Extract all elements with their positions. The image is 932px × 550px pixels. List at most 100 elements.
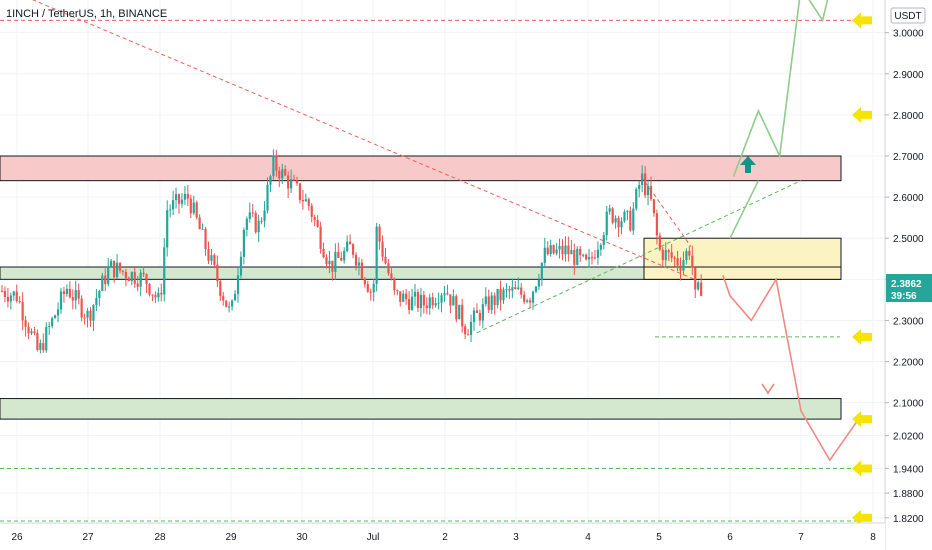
candle-body xyxy=(30,331,33,334)
candle-body xyxy=(195,202,198,218)
candle-body xyxy=(452,296,455,306)
candle-body xyxy=(337,252,340,258)
candle-body xyxy=(481,304,484,321)
price-tick-label: 2.2000 xyxy=(893,358,924,369)
candle-body xyxy=(95,298,98,306)
candle-body xyxy=(269,176,272,185)
candle-body xyxy=(688,250,691,256)
candle-body xyxy=(555,249,558,254)
candle-body xyxy=(21,301,24,321)
candle-body xyxy=(632,208,635,231)
projection-arrowhead xyxy=(761,383,775,395)
candle-body xyxy=(455,296,458,320)
trend-line-red xyxy=(32,0,695,280)
candle-body xyxy=(346,241,349,252)
candle-body xyxy=(145,274,148,284)
candle-body xyxy=(245,218,248,230)
projection-bearish xyxy=(722,274,860,462)
candle-body xyxy=(511,287,514,291)
candle-body xyxy=(3,291,7,298)
candle-body xyxy=(523,294,526,302)
candle-body xyxy=(546,247,549,255)
candle-body xyxy=(585,254,588,260)
trend-line-recent xyxy=(640,176,692,247)
time-tick-label: 30 xyxy=(296,532,308,543)
candle-body xyxy=(685,250,688,261)
candle-body xyxy=(222,295,225,301)
candle-body xyxy=(160,292,163,295)
currency-badge[interactable] xyxy=(890,7,926,24)
candle-body xyxy=(508,288,511,291)
candle-body xyxy=(582,254,585,256)
candle-body xyxy=(496,288,499,306)
candle-body xyxy=(587,257,591,260)
candle-body xyxy=(59,291,63,310)
time-tick-label: 29 xyxy=(225,532,237,543)
current-price-badge xyxy=(886,274,932,303)
candle-body xyxy=(349,241,352,245)
candle-body xyxy=(127,278,130,282)
candle-body xyxy=(490,295,493,311)
time-axis[interactable]: 26 27 28 29 30 Jul 2 3 4 5 6 7 8 xyxy=(0,522,885,550)
candle-body xyxy=(71,297,74,301)
candle-body xyxy=(56,309,60,316)
candle-body xyxy=(534,286,538,292)
candle-body xyxy=(281,169,284,179)
arrow-marker-icon xyxy=(852,106,872,123)
candle-body xyxy=(405,293,408,300)
projections xyxy=(722,0,872,526)
projection-bullish-alt xyxy=(729,180,760,239)
time-tick-label: Jul xyxy=(367,532,380,543)
candle-body xyxy=(130,272,133,282)
candle-body xyxy=(18,301,21,303)
candle-body xyxy=(567,245,570,255)
candle-body xyxy=(543,247,546,263)
price-tick-label: 1.9400 xyxy=(893,464,924,475)
candle-body xyxy=(484,296,487,305)
candle-body xyxy=(204,228,207,250)
candle-body xyxy=(136,283,139,287)
candle-body xyxy=(319,226,322,249)
candle-body xyxy=(86,310,89,318)
time-axis-bg xyxy=(0,523,885,550)
candle-body xyxy=(334,252,337,272)
candle-body xyxy=(646,186,650,196)
price-tick-label: 1.8200 xyxy=(893,514,924,525)
candle-body xyxy=(48,325,51,328)
time-tick-label: 28 xyxy=(154,532,166,543)
candle-body xyxy=(9,295,12,302)
price-tick-label: 2.8000 xyxy=(893,111,924,122)
candle-body xyxy=(611,208,614,223)
candle-body xyxy=(154,295,157,298)
price-axis[interactable]: 3.10003.00002.90002.80002.70002.60002.50… xyxy=(884,0,932,550)
candle-body xyxy=(649,186,653,200)
candle-body xyxy=(287,175,290,189)
candle-body xyxy=(239,256,243,276)
time-tick-label: 5 xyxy=(656,532,662,543)
candle-body xyxy=(440,295,443,303)
candle-body xyxy=(576,248,579,265)
candle-body xyxy=(92,305,95,321)
candle-body xyxy=(514,287,517,290)
candle-body xyxy=(493,295,496,306)
time-tick-label: 3 xyxy=(513,532,519,543)
candle-body xyxy=(446,293,449,295)
candle-body xyxy=(369,291,372,293)
zone-entry xyxy=(643,237,842,280)
candle-body xyxy=(378,226,381,242)
candle-body xyxy=(257,220,260,233)
candle-body xyxy=(694,267,697,290)
candle-body xyxy=(593,257,597,259)
breakout-arrow-icon xyxy=(740,156,756,173)
price-tick-label: 2.7000 xyxy=(893,152,924,163)
price-tick-label: 1.8800 xyxy=(893,489,924,500)
candle-body xyxy=(449,294,452,306)
candle-body xyxy=(216,264,219,282)
candle-body xyxy=(596,249,599,258)
candle-body xyxy=(673,257,676,259)
candle-body xyxy=(590,257,594,259)
candle-body xyxy=(254,212,257,233)
candle-body xyxy=(104,275,107,285)
candle-body xyxy=(177,194,181,204)
